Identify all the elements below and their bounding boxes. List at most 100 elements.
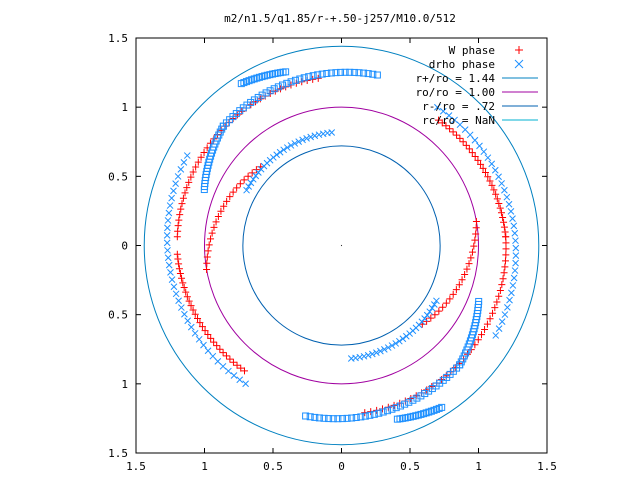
w-phase-point <box>498 281 506 289</box>
drho-phase-point <box>200 341 207 349</box>
y-tick-label: 1.5 <box>108 32 128 45</box>
drho-phase-point <box>170 283 178 291</box>
drho-phase-point <box>445 112 453 119</box>
drho-phase-point <box>511 229 519 237</box>
drho-phase-point <box>456 121 464 129</box>
drho-phase-point <box>296 75 304 83</box>
drho-phase-point <box>501 311 509 318</box>
w-phase-point <box>446 295 454 303</box>
w-phase-point <box>456 134 464 142</box>
drho-phase-point <box>471 136 479 144</box>
drho-phase-point <box>243 186 250 194</box>
drho-phase-point <box>503 193 511 201</box>
w-phase-point <box>477 160 485 168</box>
w-phase-point <box>499 214 507 222</box>
w-phase-point <box>497 209 505 217</box>
drho-phase-point <box>237 80 245 88</box>
w-phase-point <box>465 145 473 153</box>
w-phase-point <box>468 149 476 157</box>
drho-phase-point <box>510 274 518 282</box>
w-phase-point <box>187 302 195 310</box>
drho-phase-point <box>507 208 515 215</box>
drho-phase-point <box>360 352 368 360</box>
drho-phase-point <box>183 152 191 159</box>
w-phase-point <box>442 299 450 307</box>
w-phase-point <box>434 116 442 124</box>
drho-phase-point <box>409 396 417 404</box>
drho-phase-point <box>421 315 428 322</box>
w-phase-point <box>486 177 494 185</box>
drho-phase-point <box>433 297 440 305</box>
w-phase-point <box>493 195 501 203</box>
drho-phase-point <box>266 87 274 95</box>
drho-phase-point <box>245 183 253 190</box>
legend-label: r+/ro = 1.44 <box>416 72 496 85</box>
drho-phase-point <box>319 130 327 138</box>
drho-phase-point <box>343 414 351 422</box>
w-phase-point <box>185 178 193 186</box>
drho-phase-point <box>214 358 222 365</box>
drho-phase-point <box>187 323 195 331</box>
drho-phase-point <box>337 68 345 76</box>
circle-0 <box>143 45 540 446</box>
w-phase-point <box>500 269 508 277</box>
w-phase-point <box>178 274 186 282</box>
w-phase-point <box>176 269 184 277</box>
w-phase-point <box>236 180 244 188</box>
drho-phase-point <box>181 310 188 318</box>
drho-phase-point <box>495 325 503 332</box>
drho-phase-point <box>355 69 363 77</box>
drho-phase-point <box>191 329 199 337</box>
drho-phase-point <box>498 180 505 187</box>
drho-phase-point <box>164 224 171 232</box>
drho-phase-point <box>195 335 203 343</box>
drho-phase-point <box>315 131 323 139</box>
w-phase-point <box>229 188 237 196</box>
w-phase-point <box>453 131 461 139</box>
w-phase-point <box>490 186 498 194</box>
y-tick-label: 0.5 <box>108 170 128 183</box>
w-phase-point <box>217 207 225 215</box>
drho-phase-point <box>262 89 270 97</box>
drho-phase-point <box>283 144 291 151</box>
w-phase-point <box>479 164 487 172</box>
drho-phase-point <box>247 179 255 187</box>
drho-phase-point <box>475 297 483 305</box>
drho-phase-point <box>276 148 284 156</box>
w-phase-point <box>241 367 249 375</box>
w-phase-point <box>472 224 480 232</box>
w-phase-point <box>489 309 497 317</box>
data-points <box>163 68 520 423</box>
x-tick-label: 0.5 <box>400 460 420 473</box>
w-phase-point <box>179 194 187 202</box>
drho-phase-point <box>461 126 469 133</box>
w-phase-point <box>474 156 482 164</box>
w-phase-point <box>237 364 245 372</box>
w-phase-point <box>175 260 183 268</box>
drho-phase-point <box>299 136 306 144</box>
drho-phase-point <box>495 173 502 181</box>
w-phase-point <box>455 281 463 289</box>
drho-phase-point <box>384 407 392 415</box>
drho-phase-point <box>170 187 177 195</box>
w-phase-point <box>461 271 469 279</box>
drho-phase-point <box>480 148 488 156</box>
drho-phase-point <box>291 140 299 147</box>
w-phase-point <box>194 158 202 166</box>
w-phase-point <box>439 303 447 311</box>
w-phase-point <box>177 205 185 213</box>
w-phase-point <box>462 141 470 149</box>
drho-phase-point <box>434 103 441 111</box>
drho-phase-point <box>396 402 404 410</box>
legend-label: drho phase <box>429 58 495 71</box>
drho-phase-point <box>510 222 518 230</box>
y-tick-label: 1 <box>121 101 128 114</box>
w-phase-point <box>223 197 231 205</box>
drho-phase-point <box>309 72 317 80</box>
w-phase-point <box>500 218 508 226</box>
w-phase-point <box>390 401 398 409</box>
x-tick-label: 1 <box>201 460 208 473</box>
w-phase-point <box>203 259 211 267</box>
drho-phase-point <box>356 353 364 361</box>
